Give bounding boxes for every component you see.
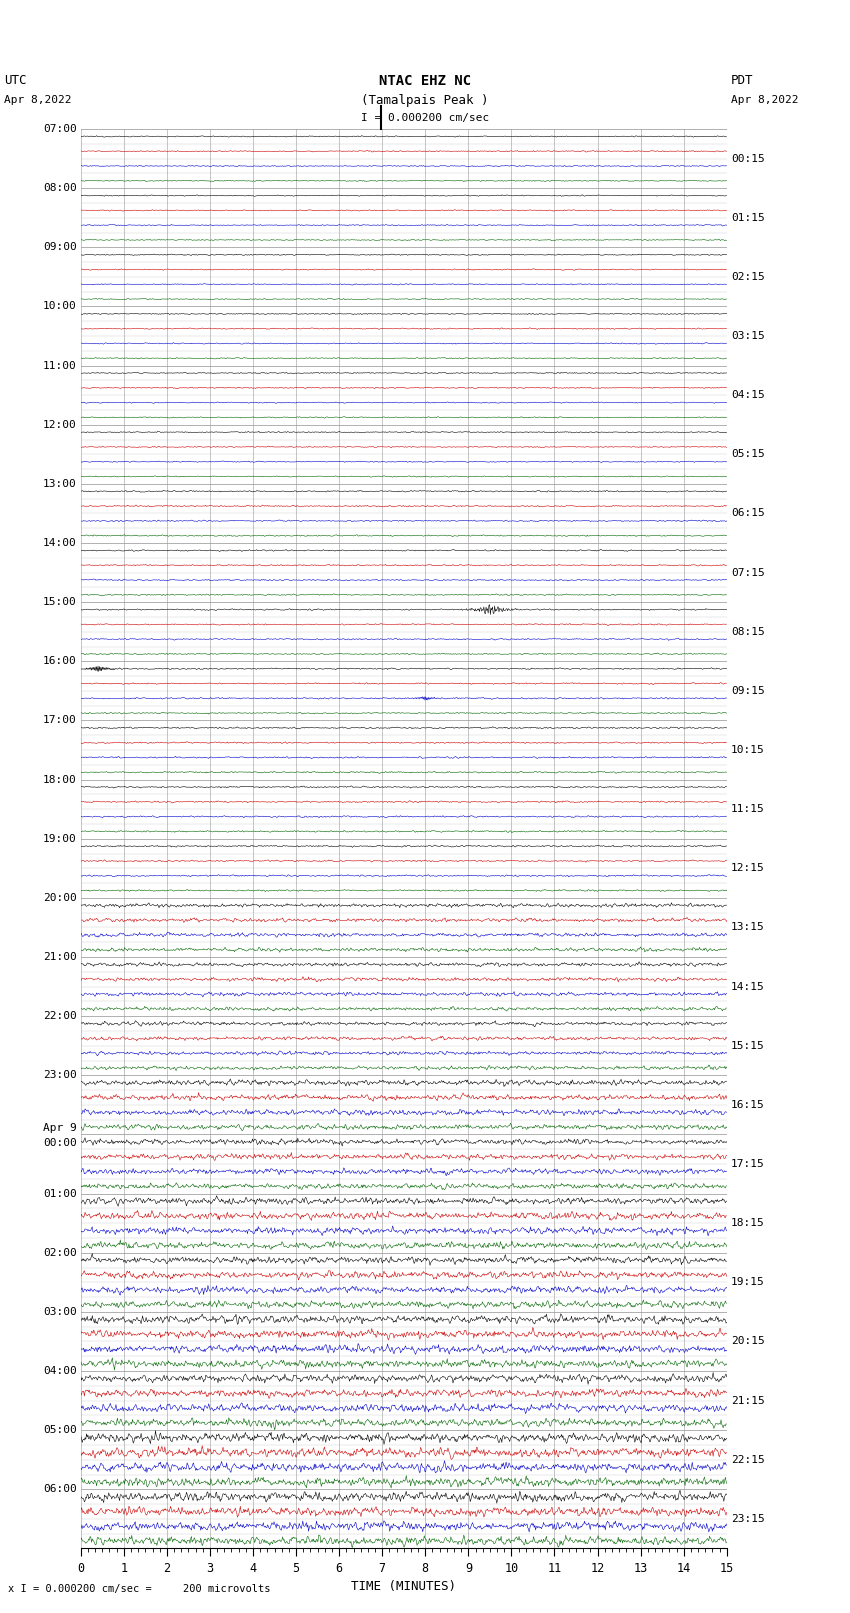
Text: 05:00: 05:00 — [42, 1426, 76, 1436]
Text: 14:00: 14:00 — [42, 539, 76, 548]
Text: 18:00: 18:00 — [42, 774, 76, 784]
Text: 12:15: 12:15 — [731, 863, 765, 873]
Text: 00:00: 00:00 — [42, 1137, 76, 1147]
Text: 20:00: 20:00 — [42, 894, 76, 903]
Text: (Tamalpais Peak ): (Tamalpais Peak ) — [361, 94, 489, 106]
Text: 09:00: 09:00 — [42, 242, 76, 252]
Text: NTAC EHZ NC: NTAC EHZ NC — [379, 74, 471, 87]
Text: 13:00: 13:00 — [42, 479, 76, 489]
Text: 13:15: 13:15 — [731, 923, 765, 932]
Text: 23:15: 23:15 — [731, 1515, 765, 1524]
Text: 15:00: 15:00 — [42, 597, 76, 606]
Text: 12:00: 12:00 — [42, 419, 76, 429]
Text: 17:00: 17:00 — [42, 716, 76, 726]
Text: Apr 9: Apr 9 — [42, 1123, 76, 1132]
Text: 02:15: 02:15 — [731, 273, 765, 282]
Text: Apr 8,2022: Apr 8,2022 — [4, 95, 71, 105]
Text: 10:15: 10:15 — [731, 745, 765, 755]
Text: 03:00: 03:00 — [42, 1307, 76, 1316]
Text: 14:15: 14:15 — [731, 982, 765, 992]
Text: 23:00: 23:00 — [42, 1071, 76, 1081]
Text: 04:15: 04:15 — [731, 390, 765, 400]
Text: 00:15: 00:15 — [731, 153, 765, 163]
Text: 01:15: 01:15 — [731, 213, 765, 223]
Text: 15:15: 15:15 — [731, 1040, 765, 1050]
Text: 06:15: 06:15 — [731, 508, 765, 518]
Text: 07:15: 07:15 — [731, 568, 765, 577]
Text: PDT: PDT — [731, 74, 753, 87]
Text: 08:00: 08:00 — [42, 184, 76, 194]
Text: 10:00: 10:00 — [42, 302, 76, 311]
Text: 22:15: 22:15 — [731, 1455, 765, 1465]
Text: 22:00: 22:00 — [42, 1011, 76, 1021]
Text: 03:15: 03:15 — [731, 331, 765, 340]
Text: 08:15: 08:15 — [731, 627, 765, 637]
Text: 18:15: 18:15 — [731, 1218, 765, 1227]
Text: 09:15: 09:15 — [731, 686, 765, 695]
Text: 04:00: 04:00 — [42, 1366, 76, 1376]
Text: 11:15: 11:15 — [731, 805, 765, 815]
Text: 07:00: 07:00 — [42, 124, 76, 134]
Text: 20:15: 20:15 — [731, 1337, 765, 1347]
Text: 11:00: 11:00 — [42, 361, 76, 371]
Text: 19:15: 19:15 — [731, 1277, 765, 1287]
Text: Apr 8,2022: Apr 8,2022 — [731, 95, 798, 105]
Text: 16:00: 16:00 — [42, 656, 76, 666]
Text: 06:00: 06:00 — [42, 1484, 76, 1494]
Text: 16:15: 16:15 — [731, 1100, 765, 1110]
Text: UTC: UTC — [4, 74, 26, 87]
Text: I = 0.000200 cm/sec: I = 0.000200 cm/sec — [361, 113, 489, 123]
X-axis label: TIME (MINUTES): TIME (MINUTES) — [351, 1581, 456, 1594]
Text: 01:00: 01:00 — [42, 1189, 76, 1198]
Text: 17:15: 17:15 — [731, 1160, 765, 1169]
Text: 21:15: 21:15 — [731, 1395, 765, 1405]
Text: 21:00: 21:00 — [42, 952, 76, 961]
Text: x I = 0.000200 cm/sec =     200 microvolts: x I = 0.000200 cm/sec = 200 microvolts — [8, 1584, 271, 1594]
Text: 05:15: 05:15 — [731, 450, 765, 460]
Text: 02:00: 02:00 — [42, 1248, 76, 1258]
Text: 19:00: 19:00 — [42, 834, 76, 844]
